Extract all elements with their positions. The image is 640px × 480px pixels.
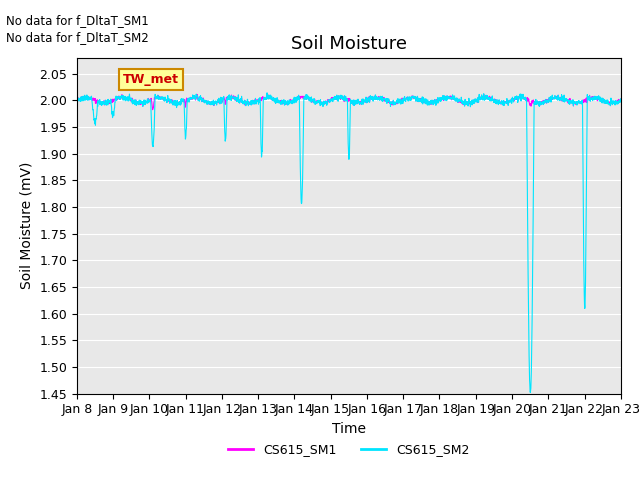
X-axis label: Time: Time [332,422,366,436]
CS615_SM1 [376,96,384,101]
CS615_SM2 [584,95,592,100]
CS615_SM2 [527,390,534,396]
CS615_SM1 [480,91,488,97]
Line: CS615_SM2: CS615_SM2 [77,93,621,393]
CS615_SM2 [225,93,232,99]
CS615_SM1 [225,94,232,99]
CS615_SM1 [617,97,625,103]
CS615_SM2 [376,93,384,99]
CS615_SM2 [570,99,577,105]
Text: No data for f_DltaT_SM2: No data for f_DltaT_SM2 [6,31,149,44]
Text: No data for f_DltaT_SM1: No data for f_DltaT_SM1 [6,14,149,27]
CS615_SM1 [149,107,157,113]
Text: TW_met: TW_met [123,73,179,86]
Y-axis label: Soil Moisture (mV): Soil Moisture (mV) [20,162,34,289]
CS615_SM2 [263,90,271,96]
CS615_SM2 [365,95,372,100]
Line: CS615_SM1: CS615_SM1 [77,94,621,110]
CS615_SM1 [365,96,372,101]
CS615_SM2 [73,98,81,104]
CS615_SM1 [508,99,515,105]
CS615_SM1 [570,99,577,105]
Title: Soil Moisture: Soil Moisture [291,35,407,53]
CS615_SM1 [584,95,592,101]
CS615_SM1 [73,97,81,103]
CS615_SM2 [617,97,625,103]
Legend: CS615_SM1, CS615_SM2: CS615_SM1, CS615_SM2 [223,438,475,461]
CS615_SM2 [507,98,515,104]
